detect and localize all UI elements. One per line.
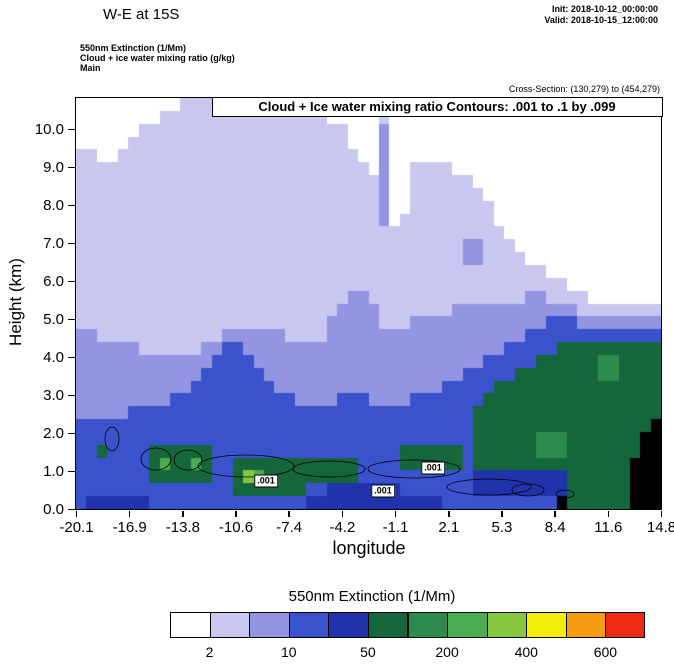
x-tick-mark (341, 511, 344, 517)
colorbar-cell (170, 612, 211, 638)
colorbar-cell (249, 612, 290, 638)
x-tick-mark (660, 511, 663, 517)
x-tick-mark (394, 511, 397, 517)
x-tick-mark (501, 511, 503, 517)
x-tick-mark (128, 511, 131, 517)
y-tick-mark (68, 432, 75, 435)
colorbar-cell (288, 612, 330, 638)
y-tick-mark (68, 508, 75, 511)
colorbar (170, 612, 645, 638)
y-tick-mark (68, 394, 75, 397)
y-tick-label: 6.0 (43, 272, 64, 290)
field-descriptions: 550nm Extinction (1/Mm) Cloud + ice wate… (80, 43, 235, 73)
y-tick-label: 3.0 (43, 386, 64, 404)
colorbar-tick-label: 10 (280, 644, 297, 660)
field-line-extinction: 550nm Extinction (1/Mm) (80, 43, 187, 53)
x-tick-label: 5.3 (491, 518, 513, 536)
y-tick-mark (68, 318, 75, 321)
x-tick-mark (288, 511, 290, 517)
colorbar-cell (407, 612, 449, 638)
y-tick-mark (68, 166, 75, 169)
x-tick-label: 14.8 (646, 518, 674, 536)
y-tick-mark (68, 204, 75, 207)
x-tick-mark (182, 511, 184, 517)
colorbar-cell (447, 612, 488, 638)
x-tick-mark (554, 511, 556, 517)
y-tick-label: 2.0 (43, 424, 64, 442)
colorbar-cell (565, 612, 607, 638)
y-tick-mark (68, 128, 75, 131)
colorbar-tick-label: 200 (435, 644, 459, 660)
x-tick-label: -7.4 (276, 518, 303, 536)
field-line-mixing-ratio: Cloud + ice water mixing ratio (g/kg) (80, 53, 235, 63)
y-tick-label: 1.0 (43, 462, 64, 480)
page-title: W-E at 15S (103, 6, 180, 23)
y-axis-label: Height (km) (6, 258, 25, 346)
x-tick-mark (448, 511, 450, 517)
x-tick-label: -4.2 (329, 518, 356, 536)
colorbar-cell (328, 612, 369, 638)
contour-header: Cloud + Ice water mixing ratio Contours:… (211, 96, 663, 117)
contour-value-label: .001 (421, 461, 445, 475)
plot-area: Cloud + Ice water mixing ratio Contours:… (75, 96, 663, 510)
x-axis-label: longitude (332, 538, 406, 558)
y-tick-mark (68, 356, 75, 359)
colorbar-tick-label: 50 (360, 644, 376, 660)
y-tick-label: 7.0 (43, 234, 64, 252)
y-tick-label: 4.0 (43, 348, 64, 366)
x-tick-label: 11.6 (594, 518, 623, 536)
x-tick-mark (75, 511, 78, 517)
x-tick-label: -16.9 (112, 518, 147, 536)
x-tick-label: -20.1 (59, 518, 94, 536)
y-tick-label: 10.0 (34, 120, 64, 138)
colorbar-cell (605, 612, 645, 638)
x-tick-label: 8.4 (544, 518, 566, 536)
run-times: Init: 2018-10-12_00:00:00 Valid: 2018-10… (544, 4, 658, 26)
colorbar-tick-label: 2 (205, 644, 214, 660)
contour-value-label: .001 (254, 474, 278, 488)
x-tick-label: -13.8 (165, 518, 200, 536)
extinction-heatmap (76, 98, 661, 509)
colorbar-cell (367, 612, 409, 638)
y-tick-label: 9.0 (43, 158, 64, 176)
x-tick-label: 2.1 (438, 518, 460, 536)
y-tick-mark (68, 470, 75, 473)
y-tick-mark (68, 280, 75, 283)
colorbar-cell (526, 612, 567, 638)
y-tick-mark (68, 242, 75, 245)
cross-section-coords: Cross-Section: (130,279) to (454,279) (508, 84, 660, 94)
y-tick-label: 8.0 (43, 196, 64, 214)
field-line-domain: Main (80, 63, 101, 73)
colorbar-title: 550nm Extinction (1/Mm) (288, 588, 456, 605)
init-time: Init: 2018-10-12_00:00:00 (551, 4, 658, 14)
x-tick-label: -10.6 (218, 518, 254, 536)
x-tick-mark (607, 511, 610, 517)
y-tick-label: 0.0 (43, 500, 64, 518)
colorbar-cell (486, 612, 528, 638)
colorbar-tick-label: 600 (593, 644, 618, 660)
y-tick-label: 5.0 (43, 310, 64, 328)
colorbar-tick-label: 400 (514, 644, 538, 660)
x-tick-label: -1.1 (382, 518, 409, 536)
valid-time: Valid: 2018-10-15_12:00:00 (544, 15, 658, 25)
x-tick-mark (235, 511, 237, 517)
contour-value-label: .001 (371, 484, 395, 498)
colorbar-cell (209, 612, 251, 638)
